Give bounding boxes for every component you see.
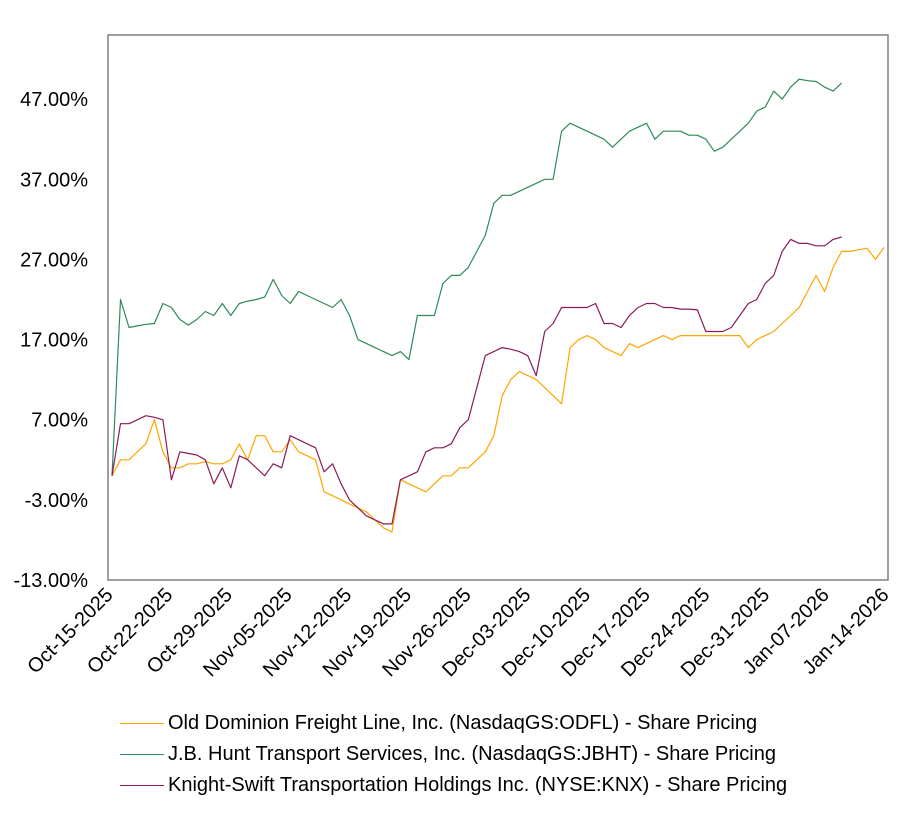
- y-tick-label: 37.00%: [20, 169, 88, 191]
- legend-item-jbht: J.B. Hunt Transport Services, Inc. (Nasd…: [120, 739, 787, 770]
- y-tick-label: -3.00%: [25, 490, 89, 512]
- series-line-knx: [111, 236, 842, 525]
- series-line-odfl: [111, 247, 885, 533]
- legend: Old Dominion Freight Line, Inc. (NasdaqG…: [120, 708, 787, 801]
- x-axis: Oct-15-2025Oct-22-2025Oct-29-2025Nov-05-…: [23, 584, 893, 681]
- y-tick-label: -13.00%: [14, 570, 89, 592]
- legend-swatch-odfl: [120, 723, 164, 724]
- legend-label-knx: Knight-Swift Transportation Holdings Inc…: [168, 774, 788, 796]
- legend-swatch-jbht: [120, 754, 164, 755]
- legend-swatch-knx: [120, 785, 164, 786]
- y-tick-label: 27.00%: [20, 249, 88, 271]
- legend-item-odfl: Old Dominion Freight Line, Inc. (NasdaqG…: [120, 708, 787, 739]
- y-tick-label: 47.00%: [20, 89, 88, 111]
- y-axis: -13.00% -3.00% 7.00% 17.00% 27.00% 37.00% 47.0…: [14, 89, 89, 592]
- y-tick-label: 17.00%: [20, 330, 88, 352]
- series-line-jbht: [111, 78, 843, 476]
- legend-item-knx: Knight-Swift Transportation Holdings Inc…: [120, 770, 787, 801]
- legend-label-jbht: J.B. Hunt Transport Services, Inc. (Nasd…: [168, 743, 776, 765]
- y-tick-label: 7.00%: [31, 410, 88, 432]
- legend-label-odfl: Old Dominion Freight Line, Inc. (NasdaqG…: [168, 712, 758, 734]
- plot-area: [107, 34, 889, 581]
- series-lines: [111, 78, 885, 533]
